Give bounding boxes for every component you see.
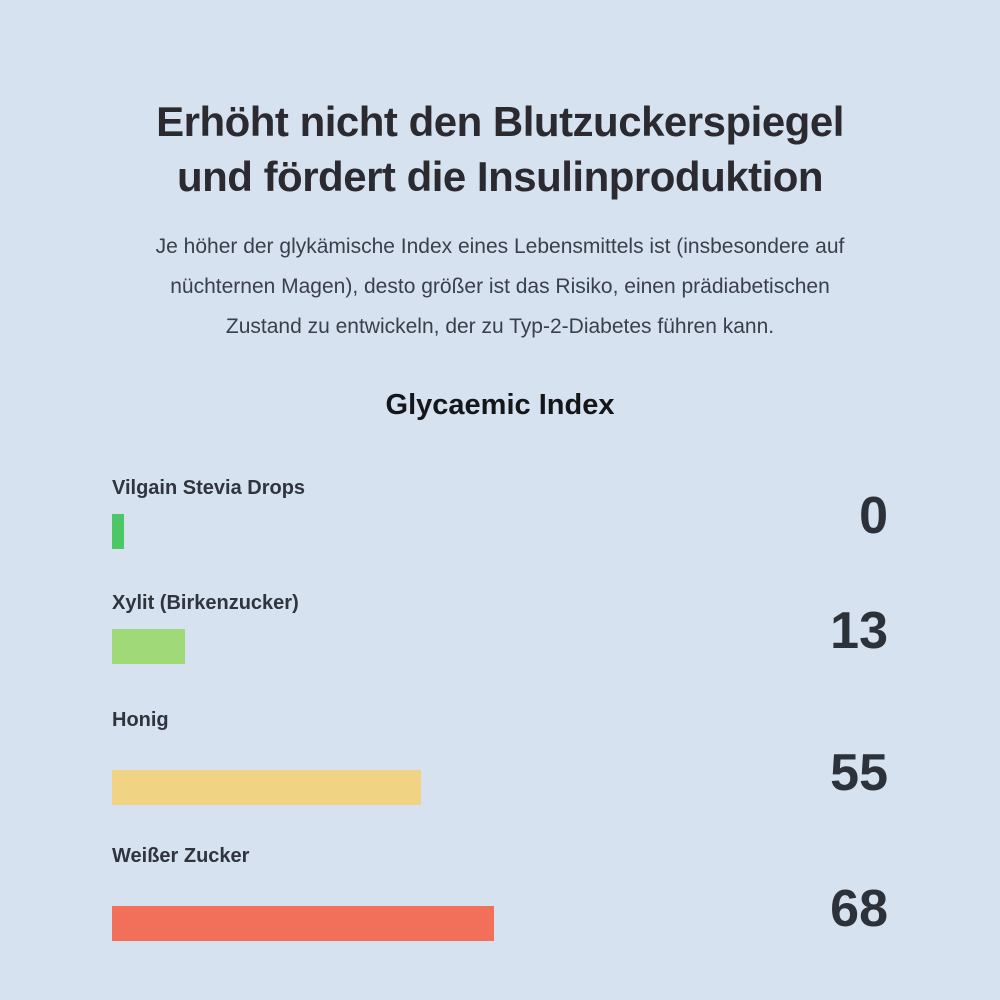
- bar-value: 55: [830, 744, 888, 802]
- page-title-line-1: Erhöht nicht den Blutzuckerspiegel: [156, 98, 844, 145]
- page-subtitle: Je höher der glykämische Index eines Leb…: [90, 227, 910, 347]
- bar-label: Weißer Zucker: [112, 845, 250, 867]
- chart-row-weisser-zucker: Weißer Zucker 68: [112, 845, 888, 975]
- bar-weisser-zucker: [112, 906, 494, 941]
- chart-row-xylit: Xylit (Birkenzucker) 13: [112, 592, 888, 722]
- bar-value: 0: [859, 487, 888, 545]
- chart-title: Glycaemic Index: [385, 389, 615, 421]
- page-title-line-2: und fördert die Insulinproduktion: [176, 153, 824, 200]
- page-subtitle-line-1: Je höher der glykämische Index eines Leb…: [155, 235, 845, 258]
- page-subtitle-line-3: Zustand zu entwickeln, der zu Typ-2-Diab…: [225, 315, 775, 338]
- page-subtitle-line-2: nüchternen Magen), desto größer ist das …: [170, 275, 830, 298]
- bar-label: Honig: [112, 709, 169, 731]
- chart-row-vilgain-stevia-drops: Vilgain Stevia Drops 0: [112, 477, 888, 607]
- bar-label: Vilgain Stevia Drops: [112, 477, 306, 499]
- bar-xylit: [112, 629, 185, 664]
- bar-value: 13: [830, 602, 888, 660]
- bar-honig: [112, 770, 421, 805]
- bar-label: Xylit (Birkenzucker): [112, 592, 299, 614]
- bar-value: 68: [830, 880, 888, 938]
- page-title: Erhöht nicht den Blutzuckerspiegel und f…: [40, 94, 960, 204]
- bar-vilgain-stevia-drops: [112, 514, 124, 549]
- chart-row-honig: Honig 55: [112, 709, 888, 839]
